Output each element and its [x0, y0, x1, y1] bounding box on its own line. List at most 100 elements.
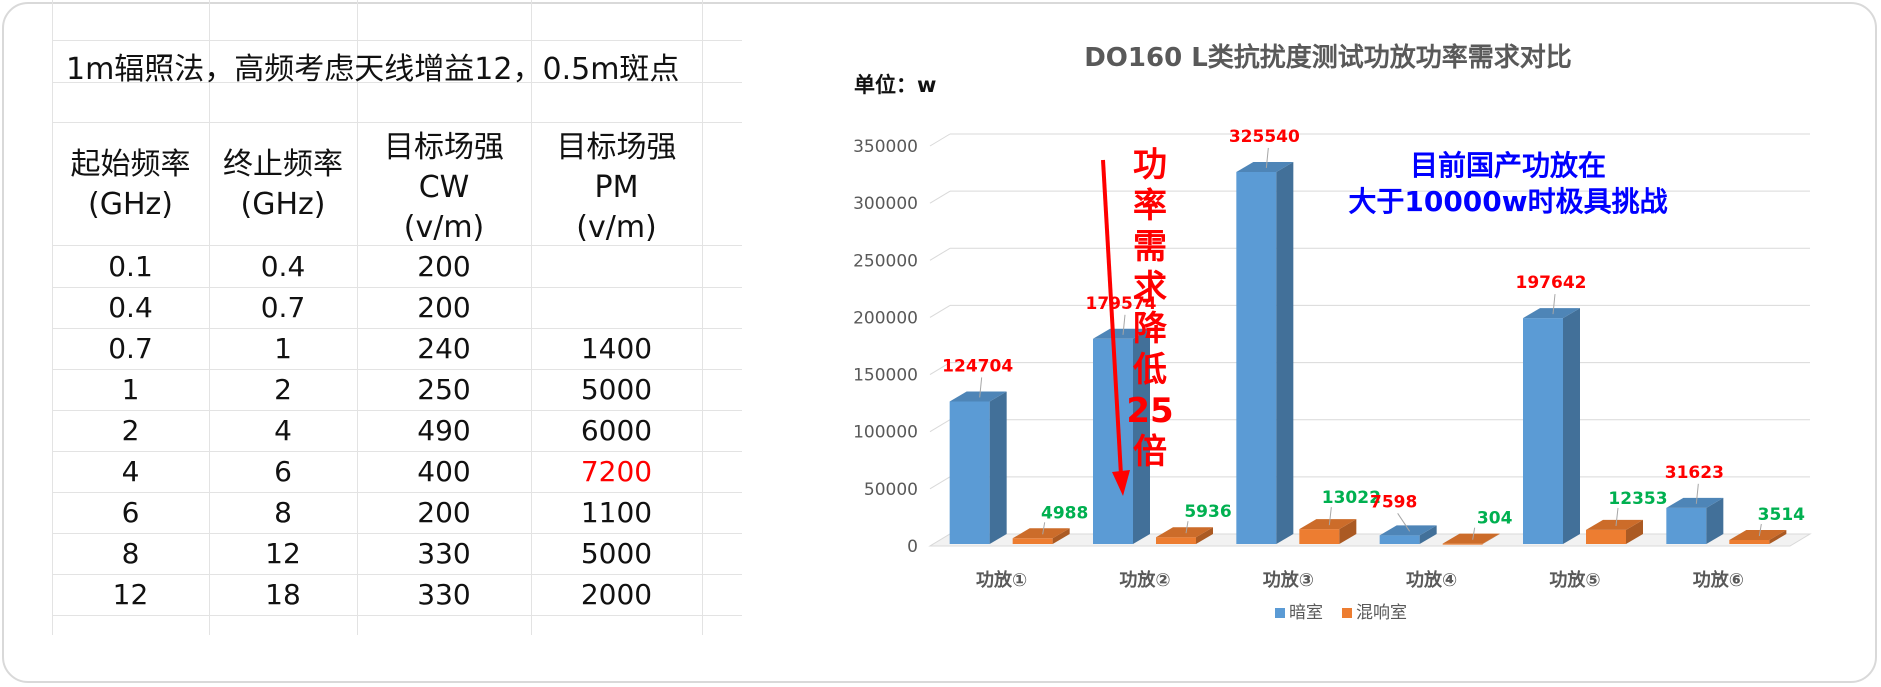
cell-start-frequency: 12 — [112, 578, 149, 611]
cell-target-cw: 250 — [417, 373, 471, 406]
cell-target-cw: 400 — [417, 455, 471, 488]
cell-end-frequency: 0.4 — [260, 250, 306, 283]
x-tick-label: 功放⑤ — [1549, 569, 1600, 591]
cell-start-frequency: 4 — [121, 455, 140, 488]
cell-start-frequency: 0.7 — [108, 332, 153, 365]
grid-line — [52, 574, 742, 575]
x-axis-ticks: 功放① 功放② 功放③ 功放④ 功放⑤ 功放⑥ — [976, 569, 1744, 591]
legend-dark-room: 暗室 — [1289, 603, 1323, 623]
note-line-2: 大于10000w时极具挑战 — [1348, 185, 1667, 218]
bar-dark-room — [1236, 161, 1294, 544]
data-label: 124704 — [942, 356, 1013, 376]
grid-line — [209, 0, 210, 635]
header-start-frequency: 起始频率 (GHz) — [70, 147, 191, 222]
y-tick-label: 300000 — [853, 194, 918, 214]
chart-title: DO160 L类抗扰度测试功放功率需求对比 — [1084, 42, 1572, 73]
gridline — [929, 304, 951, 318]
y-tick-label: 350000 — [853, 137, 918, 157]
y-tick-label: 50000 — [864, 480, 918, 500]
grid-line — [52, 122, 742, 123]
cell-target-pm: 2000 — [580, 578, 653, 611]
header-target-pm: 目标场强 PM (v/m) — [556, 130, 677, 245]
grid-line — [52, 245, 742, 246]
data-label: 5936 — [1184, 502, 1231, 522]
grid-line — [52, 615, 742, 616]
data-label: 31623 — [1665, 463, 1724, 483]
cell-start-frequency: 0.1 — [108, 250, 153, 283]
x-tick-label: 功放⑥ — [1693, 569, 1744, 591]
data-label: 197642 — [1516, 273, 1587, 293]
cell-target-pm: 5000 — [580, 537, 653, 570]
bar-dark-room — [949, 391, 1007, 544]
grid-line — [52, 369, 742, 370]
cell-end-frequency: 6 — [274, 455, 292, 488]
cell-target-cw: 240 — [417, 332, 471, 365]
bar-chart: DO160 L类抗扰度测试功放功率需求对比 单位：w 0 50000 100000 1… — [853, 42, 1812, 623]
cell-end-frequency: 1 — [274, 332, 292, 365]
x-tick-label: 功放③ — [1263, 569, 1314, 591]
grid-line — [52, 451, 742, 452]
cell-start-frequency: 2 — [121, 414, 140, 447]
bar-dark-room — [1666, 497, 1724, 544]
cell-target-cw: 490 — [417, 414, 471, 447]
legend-swatch-dark-room — [1275, 608, 1285, 618]
y-axis-ticks: 0 50000 100000 150000 200000 250000 300000 3500… — [853, 137, 918, 557]
y-tick-label: 0 — [907, 537, 918, 557]
cell-target-pm: 1100 — [580, 496, 653, 529]
cell-target-cw: 200 — [417, 250, 471, 283]
cell-target-cw: 330 — [417, 537, 471, 570]
data-label: 7598 — [1370, 492, 1417, 512]
cell-target-cw: 200 — [417, 291, 471, 324]
gridline — [929, 476, 951, 490]
y-axis-unit-label: 单位：w — [854, 73, 936, 97]
bar-reverb-room — [1586, 519, 1643, 544]
grid-line — [52, 82, 742, 83]
gridline — [929, 133, 951, 147]
gridline — [929, 419, 951, 433]
data-label: 304 — [1477, 509, 1513, 529]
gridline — [929, 362, 951, 376]
cell-target-pm — [531, 287, 702, 328]
cell-target-cw: 330 — [417, 578, 471, 611]
header-target-cw: 目标场强 CW (v/m) — [384, 130, 504, 245]
grid-line — [52, 287, 742, 288]
x-tick-label: 功放① — [976, 569, 1027, 591]
cell-start-frequency: 1 — [121, 373, 140, 406]
x-tick-label: 功放④ — [1406, 569, 1457, 591]
grid-line — [52, 328, 742, 329]
grid-line — [531, 0, 532, 635]
header-end-frequency: 终止频率 (GHz) — [223, 147, 343, 222]
gridline — [929, 247, 951, 261]
legend-swatch-reverb-room — [1342, 608, 1352, 618]
y-tick-label: 200000 — [853, 308, 918, 328]
bar-dark-room — [1523, 308, 1580, 544]
cell-target-pm — [531, 246, 702, 287]
cell-target-pm: 1400 — [580, 332, 653, 365]
cell-end-frequency: 12 — [265, 537, 301, 570]
reduction-arrowhead — [1112, 470, 1130, 496]
bar-reverb-room — [1442, 533, 1500, 545]
bar-reverb-room — [1299, 519, 1357, 544]
data-label: 12353 — [1608, 489, 1667, 509]
y-tick-label: 150000 — [853, 366, 918, 386]
cell-end-frequency: 8 — [274, 496, 292, 529]
gridline — [929, 190, 951, 204]
reduction-annotation: 功率需求降低 25 倍 — [1126, 145, 1173, 472]
grid-line — [702, 0, 703, 635]
cell-start-frequency: 8 — [121, 537, 140, 570]
table-title: 1m辐照法，高频考虑天线增益12，0.5m斑点 — [66, 52, 680, 87]
bars — [949, 161, 1787, 545]
x-tick-label: 功放② — [1119, 569, 1170, 591]
bar-dark-room — [1379, 525, 1437, 544]
grid-line — [52, 533, 742, 534]
y-tick-label: 250000 — [853, 251, 918, 271]
data-label: 325540 — [1229, 127, 1300, 147]
bar-reverb-room — [1012, 528, 1070, 544]
legend-reverb-room: 混响室 — [1356, 603, 1407, 623]
cell-end-frequency: 0.7 — [260, 291, 306, 324]
bar-reverb-room — [1729, 529, 1787, 544]
cell-end-frequency: 4 — [274, 414, 292, 447]
cell-start-frequency: 6 — [121, 496, 140, 529]
cell-target-pm: 5000 — [580, 373, 653, 406]
